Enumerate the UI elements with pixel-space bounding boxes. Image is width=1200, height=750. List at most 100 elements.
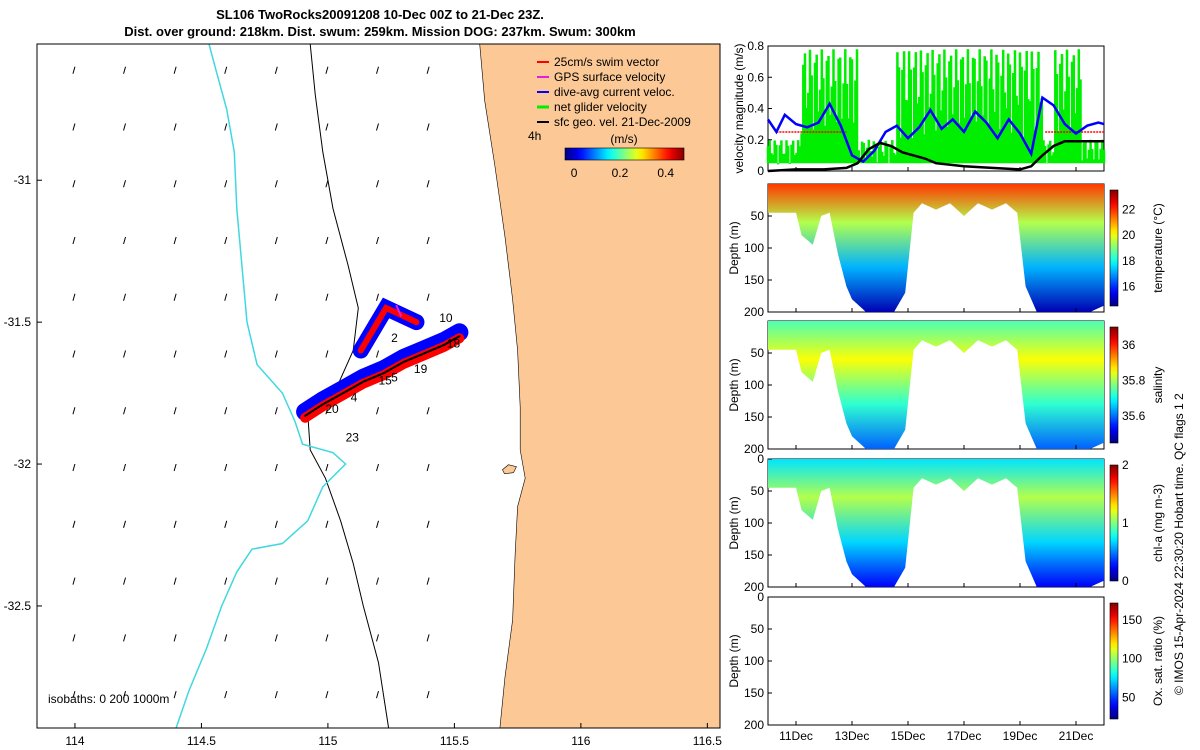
geo-velocity-arrow bbox=[173, 236, 177, 245]
geo-velocity-arrow bbox=[72, 236, 76, 245]
geo-velocity-arrow bbox=[376, 407, 379, 415]
geo-velocity-arrow bbox=[173, 577, 177, 585]
geo-velocity-arrow bbox=[72, 123, 76, 131]
credit-text: © IMOS 15-Apr-2024 22:30:20 Hobart time.… bbox=[1172, 393, 1186, 695]
geo-velocity-arrow bbox=[173, 123, 177, 131]
geo-velocity-arrow bbox=[274, 293, 278, 301]
section-ytick-label: 100 bbox=[744, 378, 764, 392]
legend-entry: dive-avg current veloc. bbox=[554, 85, 675, 99]
geo-velocity-arrow bbox=[274, 123, 278, 131]
track-swim-loop bbox=[357, 304, 420, 354]
title-line-1: SL106 TwoRocks20091208 10-Dec 00Z to 21-… bbox=[216, 7, 544, 22]
velocity-ytick-label: 0.8 bbox=[747, 39, 764, 53]
geo-velocity-arrow bbox=[123, 520, 127, 528]
geo-velocity-arrow bbox=[72, 180, 76, 188]
geo-velocity-arrow bbox=[426, 463, 430, 472]
geo-velocity-arrow bbox=[274, 463, 278, 472]
velocity-ytick-label: 0 bbox=[757, 164, 764, 178]
geo-velocity-arrow bbox=[376, 690, 379, 699]
geo-velocity-arrow bbox=[173, 66, 177, 74]
geo-velocity-arrow bbox=[173, 463, 177, 472]
map-ytick-label: -32.5 bbox=[4, 599, 32, 613]
section-ytick-label: 150 bbox=[744, 548, 764, 562]
figure-title: SL106 TwoRocks20091208 10-Dec 00Z to 21-… bbox=[0, 6, 760, 40]
geo-velocity-arrow bbox=[123, 293, 127, 301]
geo-velocity-arrow bbox=[376, 123, 379, 131]
geo-velocity-arrow bbox=[173, 180, 177, 188]
geo-velocity-arrow bbox=[325, 520, 329, 528]
geo-velocity-arrow bbox=[224, 577, 228, 585]
map-xtick-label: 115.5 bbox=[440, 734, 469, 748]
geo-velocity-arrow bbox=[72, 350, 76, 358]
section-data-fill bbox=[768, 184, 1104, 312]
geo-velocity-arrow bbox=[173, 690, 177, 699]
legend-time-label: 4h bbox=[528, 129, 541, 143]
geo-velocity-arrow bbox=[325, 123, 329, 131]
track-day-label: 19 bbox=[414, 362, 428, 376]
geo-velocity-arrow bbox=[426, 180, 430, 188]
section-axes bbox=[767, 596, 1105, 726]
geo-velocity-arrow bbox=[325, 690, 329, 699]
section-colorbar bbox=[1109, 464, 1119, 582]
map-colorbar-tick: 0.4 bbox=[657, 166, 674, 180]
map-xtick-label: 115 bbox=[318, 734, 337, 748]
geo-velocity-arrow bbox=[123, 66, 127, 74]
geo-velocity-arrow bbox=[173, 293, 177, 301]
geo-velocity-arrow bbox=[325, 577, 329, 585]
geo-velocity-arrow bbox=[426, 407, 430, 415]
map-colorbar bbox=[564, 147, 685, 161]
geo-velocity-arrow bbox=[224, 690, 228, 699]
section-ytick-label: 150 bbox=[744, 410, 764, 424]
section-colorbar-tick: 0 bbox=[1122, 574, 1129, 588]
section-colorbar-tick: 1 bbox=[1122, 516, 1129, 530]
geo-velocity-arrow bbox=[123, 123, 127, 131]
section-xtick-label: 17Dec bbox=[947, 729, 982, 743]
track-day-label: 2 bbox=[391, 331, 398, 345]
section-ytick-label: 50 bbox=[751, 622, 765, 636]
geo-velocity-arrow bbox=[426, 577, 430, 585]
section-colorbar-label: Ox. sat. ratio (%) bbox=[1151, 616, 1165, 706]
section-colorbar-tick: 35.6 bbox=[1122, 409, 1146, 423]
section-colorbar-tick: 16 bbox=[1122, 280, 1136, 294]
geo-velocity-arrow bbox=[72, 463, 76, 472]
section-xtick-label: 11Dec bbox=[779, 729, 813, 743]
geo-velocity-arrow bbox=[325, 236, 329, 245]
track-current-vectors bbox=[296, 323, 469, 421]
section-ytick-label: 150 bbox=[744, 686, 764, 700]
geo-velocity-arrow bbox=[123, 407, 127, 415]
legend-entry: 25cm/s swim vector bbox=[554, 55, 659, 69]
geo-velocity-arrow bbox=[376, 350, 379, 358]
geo-velocity-arrow bbox=[123, 463, 127, 472]
section-ytick-label: 0 bbox=[757, 590, 764, 604]
geo-velocity-arrow bbox=[274, 690, 278, 699]
geo-velocity-arrow bbox=[426, 634, 430, 642]
geo-velocity-arrow bbox=[426, 66, 430, 74]
sfc-geo-velocity-series bbox=[767, 140, 1104, 173]
geo-velocity-arrow bbox=[173, 407, 177, 415]
map-xtick-label: 114 bbox=[65, 734, 84, 748]
geo-velocity-arrow bbox=[274, 577, 278, 585]
velocity-ylabel: velocity magnitude (m/s) bbox=[732, 43, 746, 173]
geo-velocity-arrow bbox=[224, 520, 228, 528]
section-ytick-label: 200 bbox=[744, 580, 764, 594]
geo-velocity-arrow bbox=[325, 180, 329, 188]
section-ytick-label: 100 bbox=[744, 654, 764, 668]
geo-velocity-arrow bbox=[224, 350, 228, 358]
section-panel-4: 0 50 100 150 200 Depth (m) 50 100 150 Ox. sat. ra… bbox=[727, 590, 1165, 732]
track-net-path bbox=[304, 335, 461, 417]
geo-velocity-arrow bbox=[325, 634, 329, 642]
geo-velocity-arrow bbox=[426, 690, 430, 699]
section-data-fill bbox=[768, 321, 1104, 449]
section-ytick-label: 100 bbox=[744, 241, 764, 255]
section-ylabel: Depth (m) bbox=[727, 221, 741, 274]
geo-velocity-arrow bbox=[274, 236, 278, 245]
land-mass bbox=[479, 43, 721, 729]
section-xtick-label: 19Dec bbox=[1003, 729, 1038, 743]
section-panel-2: 50 100 150 200 Depth (m) 35.6 35.8 36 salinity bbox=[727, 320, 1165, 456]
geo-velocity-arrow bbox=[123, 634, 127, 642]
section-ytick-label: 50 bbox=[751, 346, 765, 360]
velocity-ytick-label: 0.2 bbox=[747, 133, 764, 147]
section-ytick-label: 200 bbox=[744, 718, 764, 732]
geo-velocity-arrow bbox=[274, 634, 278, 642]
